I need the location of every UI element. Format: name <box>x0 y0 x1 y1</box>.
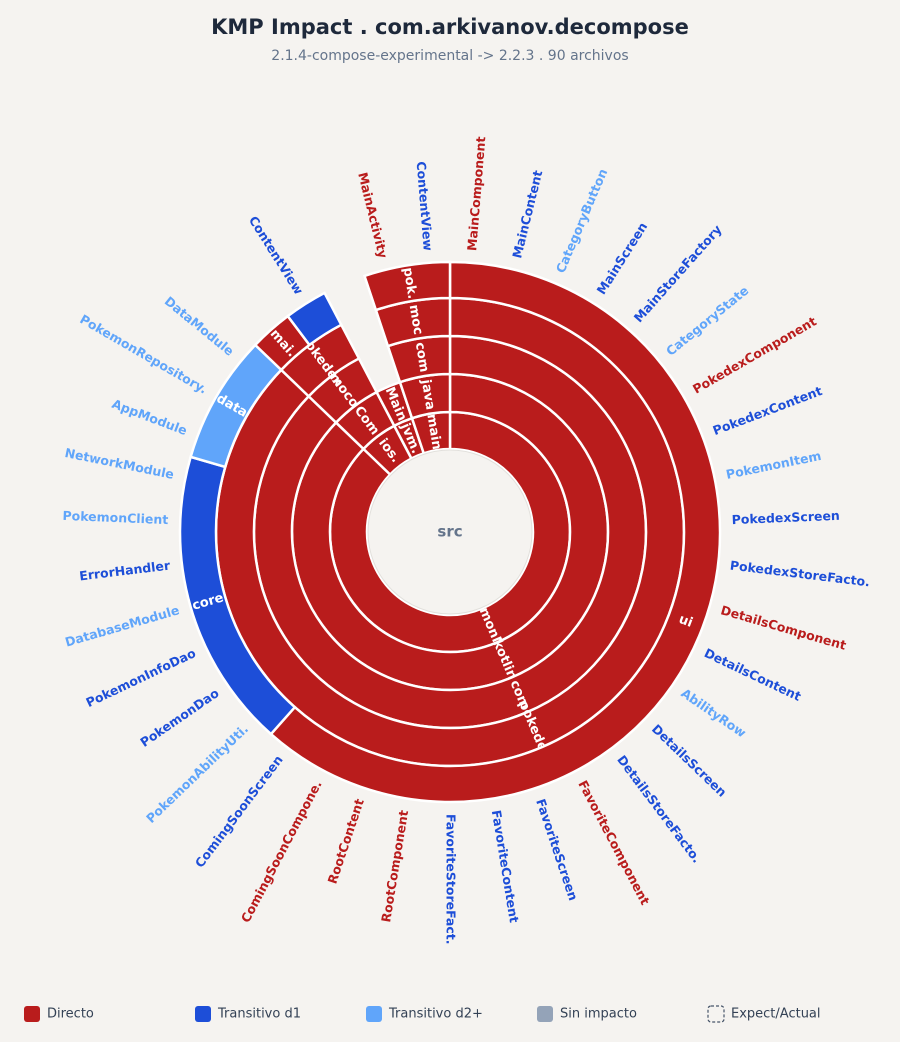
file-label: FavoriteStoreFact. <box>444 814 459 944</box>
file-label: DataModule <box>162 293 237 358</box>
file-label: DetailsContent <box>702 645 804 704</box>
ring-label: pok. <box>400 266 420 300</box>
legend-swatch <box>707 1005 725 1023</box>
file-label: AbilityRow <box>678 685 749 740</box>
file-label: DatabaseModule <box>63 602 181 649</box>
file-label: PokemonDao <box>137 685 222 750</box>
legend-label: Expect/Actual <box>731 1007 821 1022</box>
file-label: ErrorHandler <box>78 557 171 583</box>
legend-swatch <box>366 1006 382 1022</box>
legend-label: Directo <box>47 1007 94 1022</box>
center <box>367 449 533 615</box>
ring-label: ui <box>677 612 695 631</box>
file-label: MainActivity <box>355 171 391 260</box>
file-label: ContentView <box>246 213 307 297</box>
arc <box>362 260 452 312</box>
legend-label: Transitivo d2+ <box>388 1007 483 1022</box>
legend-swatch <box>195 1006 211 1022</box>
arc <box>286 291 343 347</box>
file-label: MainScreen <box>594 219 651 297</box>
file-label: PokedexScreen <box>731 508 840 527</box>
file-label: RootContent <box>325 797 367 886</box>
file-label: DetailsScreen <box>649 721 730 800</box>
legend-swatch <box>537 1006 553 1022</box>
file-label: RootComponent <box>378 809 411 923</box>
subtitle: 2.1.4-compose-experimental -> 2.2.3 . 90… <box>271 48 628 64</box>
file-label: PokemonItem <box>725 448 823 482</box>
file-label: PokedexContent <box>711 383 825 438</box>
file-label: PokemonClient <box>62 508 168 527</box>
file-label: FavoriteContent <box>489 809 522 924</box>
ring-label: moc <box>406 304 426 336</box>
file-label: AppModule <box>110 396 189 438</box>
title: KMP Impact . com.arkivanov.decompose <box>211 15 689 39</box>
file-label: NetworkModule <box>63 445 175 482</box>
arc <box>269 260 722 804</box>
ring-label: java <box>418 378 438 411</box>
file-label: ContentView <box>414 161 436 252</box>
file-label: FavoriteScreen <box>533 797 581 903</box>
legend-label: Transitivo d1 <box>217 1007 301 1022</box>
ring-label: main <box>423 413 444 451</box>
file-label: PokedexStoreFacto. <box>729 558 871 590</box>
file-label: DetailsComponent <box>719 602 848 653</box>
file-label: MainComponent <box>464 136 488 251</box>
file-label: PokemonInfoDao <box>83 645 198 710</box>
legend: Directo Transitivo d1 Transitivo d2+ Sin im… <box>24 1005 821 1023</box>
file-label: CategoryButton <box>553 166 611 275</box>
sunburst: commonMainkotlincompokedexuiMainComponen… <box>62 136 871 945</box>
legend-label: Sin impacto <box>560 1007 637 1022</box>
file-label: CategoryState <box>663 283 751 359</box>
center-label: src <box>437 523 462 541</box>
ring-label: com <box>412 341 432 373</box>
legend-swatch <box>24 1006 40 1022</box>
file-label: MainContent <box>509 169 545 260</box>
